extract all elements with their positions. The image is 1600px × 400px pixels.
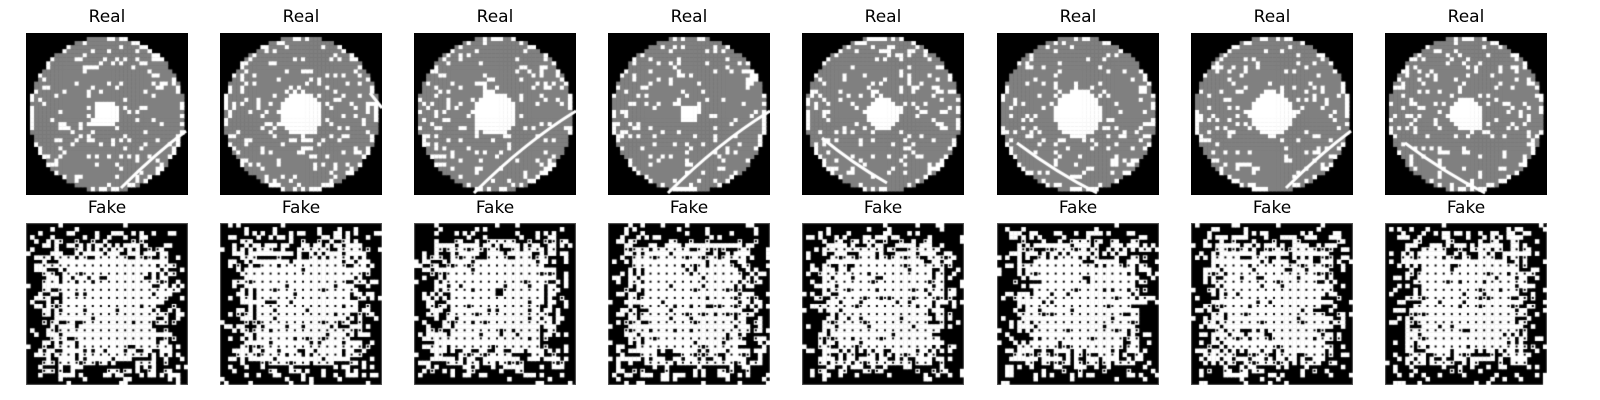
- fake-wafer-image: [608, 223, 770, 385]
- fake-wafer-image: [1191, 223, 1353, 385]
- real-wafer-image: [414, 33, 576, 195]
- real-wafer-image: [220, 33, 382, 195]
- fake-wafer-image: [220, 223, 382, 385]
- real-wafer-image: [26, 33, 188, 195]
- fake-wafer-image: [26, 223, 188, 385]
- panel-title: Fake: [26, 198, 188, 218]
- panel-title: Fake: [414, 198, 576, 218]
- panel-title: Fake: [997, 198, 1159, 218]
- real-wafer-image: [802, 33, 964, 195]
- panel-title: Fake: [220, 198, 382, 218]
- panel-title: Real: [608, 7, 770, 27]
- panel-title: Real: [1385, 7, 1547, 27]
- panel-title: Real: [414, 7, 576, 27]
- panel-title: Real: [220, 7, 382, 27]
- panel-title: Fake: [802, 198, 964, 218]
- panel-title: Fake: [1191, 198, 1353, 218]
- panel-title: Fake: [608, 198, 770, 218]
- panel-title: Real: [802, 7, 964, 27]
- fake-wafer-image: [997, 223, 1159, 385]
- fake-wafer-image: [414, 223, 576, 385]
- panel-title: Real: [26, 7, 188, 27]
- real-wafer-image: [1385, 33, 1547, 195]
- real-wafer-image: [1191, 33, 1353, 195]
- fake-wafer-image: [802, 223, 964, 385]
- fake-wafer-image: [1385, 223, 1547, 385]
- panel-title: Fake: [1385, 198, 1547, 218]
- real-wafer-image: [997, 33, 1159, 195]
- real-wafer-image: [608, 33, 770, 195]
- panel-title: Real: [1191, 7, 1353, 27]
- panel-title: Real: [997, 7, 1159, 27]
